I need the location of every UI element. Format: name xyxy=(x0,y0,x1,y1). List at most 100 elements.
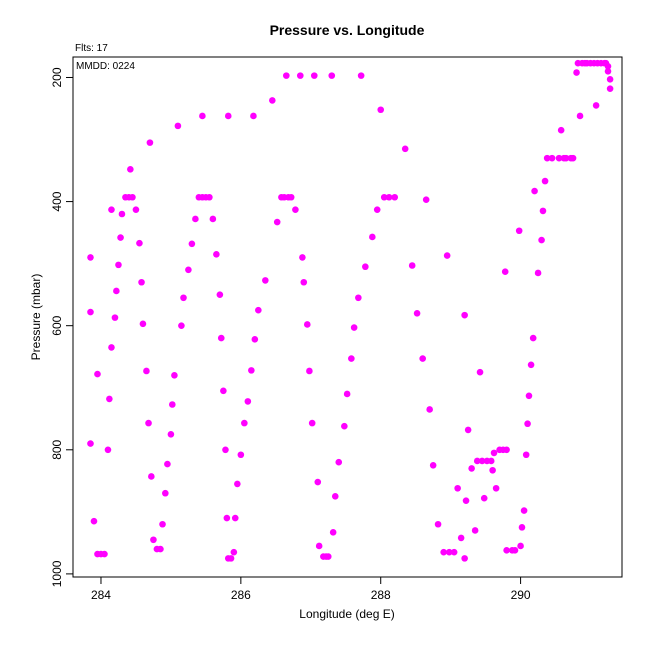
data-point xyxy=(292,206,299,213)
data-point xyxy=(217,334,225,342)
x-tick-label: 284 xyxy=(91,588,111,602)
data-point xyxy=(331,493,339,500)
y-tick-label: 400 xyxy=(50,191,64,211)
data-point xyxy=(501,268,509,276)
data-point xyxy=(476,368,484,376)
data-point xyxy=(355,294,362,302)
data-point xyxy=(529,334,537,342)
data-point xyxy=(223,514,231,522)
data-point xyxy=(113,287,120,295)
data-point xyxy=(209,215,217,223)
data-point xyxy=(87,440,94,447)
data-point xyxy=(461,555,468,562)
data-point xyxy=(391,193,399,201)
data-point xyxy=(341,422,348,430)
data-point xyxy=(192,215,199,223)
data-point xyxy=(606,85,614,92)
data-point xyxy=(385,193,393,201)
y-tick-label: 600 xyxy=(50,315,64,335)
data-point xyxy=(464,426,472,434)
data-point xyxy=(543,154,551,162)
data-point xyxy=(255,306,262,314)
data-point xyxy=(520,507,528,514)
data-point xyxy=(373,206,381,213)
data-point xyxy=(150,536,157,544)
y-tick-label: 1000 xyxy=(50,560,64,587)
data-point xyxy=(230,548,238,556)
data-point xyxy=(569,154,577,162)
data-point xyxy=(461,311,468,319)
annotation-flights: Flts: 17 xyxy=(75,43,108,54)
data-point xyxy=(335,458,343,466)
data-point xyxy=(434,520,442,528)
data-point xyxy=(522,451,530,459)
data-point xyxy=(443,252,451,259)
data-point xyxy=(174,122,182,130)
data-point xyxy=(101,550,108,558)
data-point xyxy=(422,196,430,204)
data-point xyxy=(369,233,376,241)
data-point xyxy=(250,112,257,120)
data-point xyxy=(248,367,255,374)
data-point xyxy=(146,139,154,146)
data-point xyxy=(87,254,94,261)
data-point xyxy=(213,251,220,258)
data-point xyxy=(324,553,332,560)
data-point xyxy=(357,72,365,79)
data-point xyxy=(445,548,453,556)
data-point xyxy=(108,206,115,213)
data-point xyxy=(310,72,318,79)
data-point xyxy=(104,446,112,454)
data-point xyxy=(413,309,421,317)
y-axis-label: Pressure (mbar) xyxy=(29,274,43,361)
data-point xyxy=(555,154,563,162)
data-point xyxy=(525,392,533,400)
data-point xyxy=(108,344,115,351)
data-point xyxy=(562,154,570,162)
data-point xyxy=(306,367,313,375)
data-point xyxy=(457,534,465,542)
data-point xyxy=(480,494,488,502)
data-point xyxy=(517,542,524,550)
data-point xyxy=(511,547,519,554)
data-point xyxy=(178,322,185,329)
data-point xyxy=(408,262,416,269)
data-point xyxy=(503,446,510,454)
data-point xyxy=(527,361,535,369)
x-tick-label: 288 xyxy=(371,588,391,602)
data-point xyxy=(548,154,556,162)
x-axis: 284 286 288 290 xyxy=(91,577,531,602)
data-point xyxy=(303,321,311,328)
data-point xyxy=(401,145,409,153)
data-point xyxy=(538,236,545,244)
data-point xyxy=(244,398,252,405)
data-point xyxy=(231,514,239,522)
data-point xyxy=(132,206,140,213)
x-axis-label: Longitude (deg E) xyxy=(299,607,394,621)
data-point xyxy=(419,355,426,362)
data-point xyxy=(534,269,542,277)
data-point xyxy=(171,372,178,379)
data-point xyxy=(139,320,147,328)
data-point xyxy=(159,520,166,528)
x-tick-label: 286 xyxy=(231,588,251,602)
data-point xyxy=(269,97,276,104)
data-point xyxy=(224,112,232,120)
data-point xyxy=(515,227,523,235)
data-point xyxy=(222,446,229,454)
data-point xyxy=(343,390,351,398)
data-point xyxy=(227,555,235,562)
data-point xyxy=(308,419,316,427)
data-point xyxy=(90,517,98,525)
data-point xyxy=(199,112,206,120)
data-point xyxy=(157,545,164,553)
data-point xyxy=(138,278,145,286)
data-point xyxy=(273,218,281,226)
data-point xyxy=(518,524,526,531)
data-point xyxy=(362,263,369,271)
data-point xyxy=(237,451,245,459)
chart-title: Pressure vs. Longitude xyxy=(270,22,425,38)
data-point xyxy=(471,527,479,534)
data-point xyxy=(251,336,259,343)
data-point xyxy=(350,324,358,331)
